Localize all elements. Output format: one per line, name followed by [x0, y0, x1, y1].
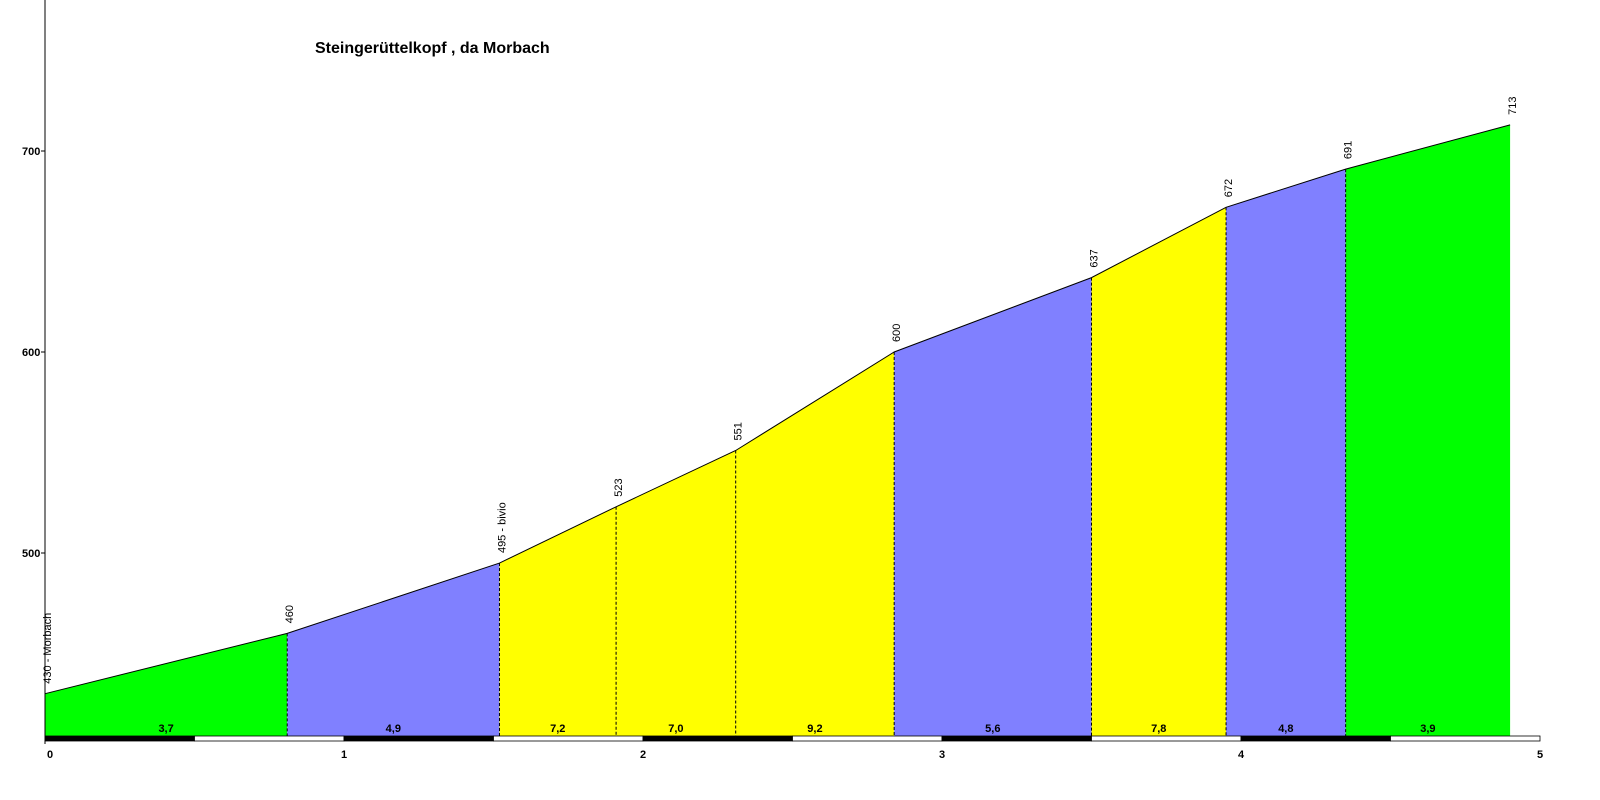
segment-area [1091, 207, 1227, 736]
profile-line [44, 124, 1511, 695]
km-bar-block [1091, 735, 1242, 742]
x-tick-label: 5 [1537, 749, 1543, 761]
km-bar-block [792, 735, 943, 742]
y-tick-label: 600 [22, 347, 40, 359]
km-bar-block [44, 735, 195, 742]
gradient-label: 3,7 [158, 723, 173, 735]
segment-area [499, 506, 617, 736]
elevation-label: 637 [1089, 249, 1101, 267]
gradient-label: 3,9 [1420, 723, 1435, 735]
y-tick-label: 500 [22, 548, 40, 560]
elevation-label: 672 [1223, 179, 1235, 197]
gradient-label: 4,9 [386, 723, 401, 735]
km-bar-block [642, 735, 793, 742]
elevation-labels-layer: 430 - Morbach 460 495 - bivio 523 551 600 637 6… [42, 97, 1519, 684]
chart-title: Steingerüttelkopf , da Morbach [315, 40, 550, 57]
gradient-label: 7,2 [550, 723, 565, 735]
elevation-label: 713 [1507, 97, 1519, 115]
segment-area [1345, 124, 1511, 737]
elevation-label: 600 [891, 324, 903, 342]
x-tick-label: 0 [47, 749, 53, 761]
segment-area [1226, 169, 1346, 737]
segment-area [894, 277, 1092, 736]
segments-layer [45, 124, 1511, 737]
elevation-label: 523 [613, 478, 625, 496]
elevation-label: 691 [1343, 141, 1355, 159]
x-tick-label: 4 [1238, 749, 1245, 761]
x-ticks-layer: 0 1 2 3 4 5 [47, 749, 1543, 761]
gradient-label: 7,0 [668, 723, 683, 735]
segment-area [735, 352, 895, 736]
gradient-label: 4,8 [1278, 723, 1293, 735]
km-bar-block [343, 735, 494, 742]
gradient-label: 7,8 [1151, 723, 1166, 735]
elevation-label: 551 [733, 422, 745, 440]
dividers-layer [286, 169, 1347, 736]
segment-area [616, 450, 736, 736]
segment-area [45, 633, 288, 736]
segment-area [287, 563, 500, 736]
gradient-label: 9,2 [807, 723, 822, 735]
gradient-label: 5,6 [985, 723, 1000, 735]
km-bar-block [941, 735, 1092, 742]
elevation-label: 495 - bivio [496, 502, 508, 553]
elevation-label: 460 [284, 605, 296, 623]
km-bar-layer [44, 735, 1541, 742]
elevation-label: 430 - Morbach [42, 613, 54, 684]
km-bar-block [1240, 735, 1391, 742]
x-tick-label: 2 [640, 749, 646, 761]
gradient-labels-layer: 3,7 4,9 7,2 7,0 9,2 5,6 7,8 4,8 3,9 [158, 723, 1435, 735]
y-tick-label: 700 [22, 146, 40, 158]
y-ticks-layer: 500 600 700 [22, 146, 45, 560]
x-tick-label: 1 [341, 749, 347, 761]
km-bar-block [493, 735, 644, 742]
x-tick-label: 3 [939, 749, 945, 761]
km-bar-block [1390, 735, 1541, 742]
km-bar-block [194, 735, 345, 742]
